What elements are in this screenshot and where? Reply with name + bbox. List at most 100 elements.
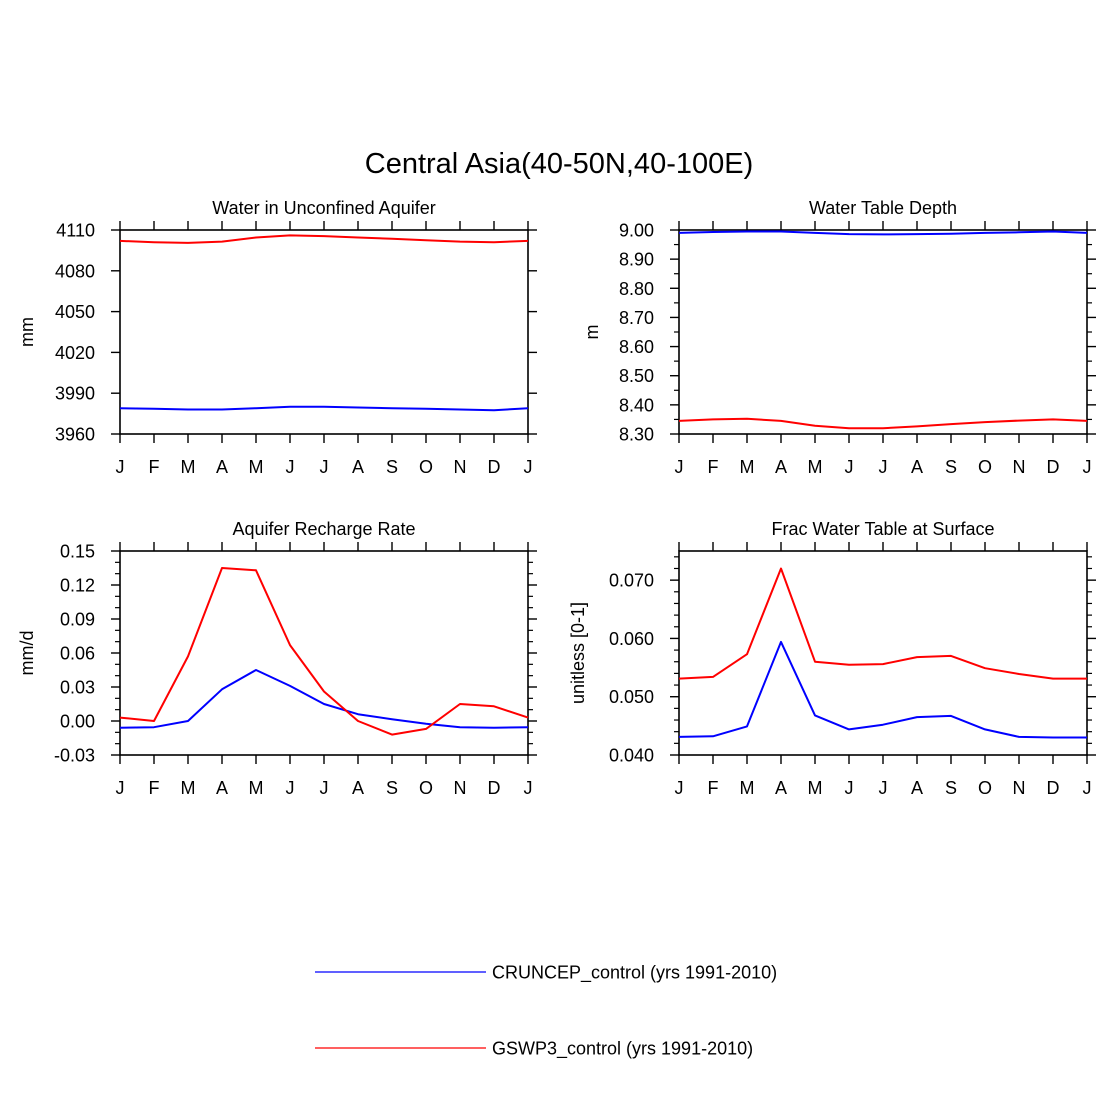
y-tick-label: 0.15 — [60, 542, 95, 562]
x-tick-label: J — [879, 457, 888, 477]
x-tick-label: N — [454, 778, 467, 798]
x-tick-label: S — [386, 778, 398, 798]
legend-label-1: CRUNCEP_control (yrs 1991-2010) — [492, 963, 777, 984]
series-line-cruncep — [119, 405, 529, 412]
y-tick-label: 0.12 — [60, 576, 95, 596]
y-tick-label: 0.070 — [609, 571, 654, 591]
x-tick-label: J — [879, 778, 888, 798]
x-tick-label: F — [708, 457, 719, 477]
x-tick-label: M — [249, 778, 264, 798]
figure-title: Central Asia(40-50N,40-100E) — [365, 148, 753, 180]
y-tick-label: 8.40 — [619, 395, 654, 415]
y-axis-label: mm/d — [17, 631, 37, 676]
y-tick-label: 8.80 — [619, 279, 654, 299]
x-tick-label: N — [454, 457, 467, 477]
panel-title: Water Table Depth — [809, 198, 957, 218]
x-tick-label: D — [1047, 778, 1060, 798]
x-tick-label: D — [1047, 457, 1060, 477]
plot-frame — [678, 229, 1088, 435]
panel-title: Water in Unconfined Aquifer — [212, 198, 435, 218]
x-tick-label: J — [675, 778, 684, 798]
x-tick-label: M — [808, 457, 823, 477]
x-tick-label: A — [775, 457, 787, 477]
y-axis-label: m — [582, 325, 602, 340]
y-tick-label: 4080 — [55, 261, 95, 281]
y-tick-label: 4110 — [56, 221, 95, 241]
x-tick-label: F — [708, 778, 719, 798]
y-tick-label: 0.03 — [60, 678, 95, 698]
x-tick-label: M — [740, 778, 755, 798]
y-tick-label: 3960 — [55, 425, 95, 445]
x-tick-label: M — [249, 457, 264, 477]
x-tick-label: J — [320, 778, 329, 798]
x-tick-label: A — [911, 457, 923, 477]
y-axis-label: mm — [17, 317, 37, 347]
x-tick-label: F — [149, 778, 160, 798]
x-tick-label: A — [775, 778, 787, 798]
plot-frame — [119, 229, 529, 435]
y-tick-label: -0.03 — [54, 746, 95, 766]
x-tick-label: O — [419, 778, 433, 798]
x-tick-label: J — [1083, 457, 1092, 477]
x-tick-label: J — [845, 457, 854, 477]
x-tick-label: N — [1013, 457, 1026, 477]
legend-label-2: GSWP3_control (yrs 1991-2010) — [492, 1039, 753, 1060]
x-tick-label: M — [181, 778, 196, 798]
x-tick-label: M — [181, 457, 196, 477]
x-tick-label: S — [945, 457, 957, 477]
series-line-gswp3 — [678, 417, 1088, 430]
x-tick-label: F — [149, 457, 160, 477]
x-tick-label: A — [352, 457, 364, 477]
y-tick-label: 0.00 — [60, 712, 95, 732]
y-tick-label: 4050 — [55, 302, 95, 322]
plot-frame — [119, 550, 529, 756]
x-tick-label: D — [488, 778, 501, 798]
y-tick-label: 8.70 — [619, 308, 654, 328]
x-tick-label: J — [116, 778, 125, 798]
x-tick-label: J — [675, 457, 684, 477]
y-tick-label: 4020 — [55, 343, 95, 363]
x-tick-label: M — [808, 778, 823, 798]
x-tick-label: A — [216, 778, 228, 798]
x-tick-label: J — [320, 457, 329, 477]
x-tick-label: J — [116, 457, 125, 477]
x-tick-label: J — [524, 457, 533, 477]
series-line-gswp3 — [678, 567, 1087, 680]
y-tick-label: 0.060 — [609, 629, 654, 649]
series-line-gswp3 — [119, 567, 529, 736]
panel-title: Frac Water Table at Surface — [771, 519, 994, 539]
x-tick-label: S — [945, 778, 957, 798]
x-tick-label: O — [978, 457, 992, 477]
x-tick-label: A — [216, 457, 228, 477]
series-line-cruncep — [678, 640, 1087, 739]
x-tick-label: J — [286, 457, 295, 477]
y-tick-label: 0.040 — [609, 746, 654, 766]
x-tick-label: O — [978, 778, 992, 798]
x-tick-label: J — [1083, 778, 1092, 798]
x-tick-label: D — [488, 457, 501, 477]
x-tick-label: J — [845, 778, 854, 798]
series-line-cruncep — [678, 230, 1088, 236]
y-tick-label: 8.90 — [619, 250, 654, 270]
y-tick-label: 8.50 — [619, 366, 654, 386]
x-tick-label: J — [524, 778, 533, 798]
y-tick-label: 0.06 — [60, 644, 95, 664]
x-tick-label: J — [286, 778, 295, 798]
x-tick-label: A — [352, 778, 364, 798]
legend: CRUNCEP_control (yrs 1991-2010) GSWP3_con… — [315, 963, 777, 1060]
x-tick-label: M — [740, 457, 755, 477]
x-tick-label: N — [1013, 778, 1026, 798]
series-line-cruncep — [119, 669, 529, 729]
series-line-gswp3 — [119, 234, 529, 244]
y-tick-label: 8.30 — [619, 425, 654, 445]
panel-title: Aquifer Recharge Rate — [232, 519, 415, 539]
x-tick-label: A — [911, 778, 923, 798]
y-tick-label: 9.00 — [619, 221, 654, 241]
y-tick-label: 0.09 — [60, 610, 95, 630]
chart-panel-4: Frac Water Table at Surface unitless [0-1… — [568, 519, 1096, 798]
